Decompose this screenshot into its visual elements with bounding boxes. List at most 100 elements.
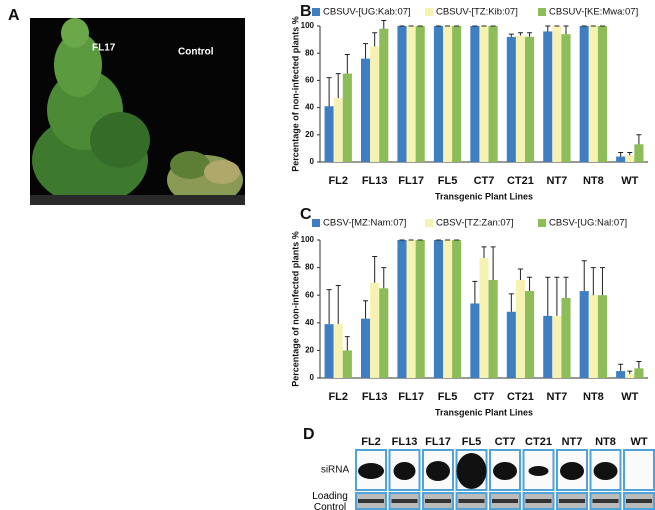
bar bbox=[333, 98, 343, 162]
blot-box bbox=[623, 449, 655, 491]
blot-band bbox=[593, 462, 618, 480]
y-tick-label: 40 bbox=[305, 318, 314, 327]
x-axis-title: Transgenic Plant Lines bbox=[435, 407, 533, 417]
blot-band bbox=[393, 462, 416, 480]
row-label: siRNA bbox=[321, 465, 350, 476]
error-bar bbox=[527, 32, 533, 37]
bar bbox=[543, 315, 553, 378]
loading-band bbox=[391, 499, 418, 503]
y-tick-label: 60 bbox=[305, 290, 314, 299]
error-bar bbox=[545, 25, 551, 32]
bar bbox=[479, 257, 489, 378]
error-bar bbox=[517, 32, 523, 36]
lane-label: CT21 bbox=[525, 436, 552, 448]
row-label: Loading Control bbox=[312, 491, 348, 510]
error-bar bbox=[590, 267, 596, 296]
y-tick-label: 100 bbox=[301, 235, 315, 244]
legend-label: CBSV-[MZ:Nam:07] bbox=[323, 218, 406, 229]
error-bar bbox=[599, 267, 605, 296]
bar bbox=[470, 303, 480, 378]
x-tick-label: FL17 bbox=[398, 175, 424, 187]
bar bbox=[506, 311, 516, 378]
y-tick-label: 0 bbox=[310, 373, 315, 382]
bar bbox=[379, 288, 389, 378]
lane-label: FL5 bbox=[462, 436, 482, 448]
error-bar bbox=[554, 276, 560, 316]
bar bbox=[634, 144, 644, 162]
loading-band bbox=[458, 499, 485, 503]
loading-band bbox=[425, 499, 451, 503]
legend-swatch bbox=[538, 219, 546, 227]
lane-label: FL13 bbox=[392, 436, 418, 448]
legend-label: CBSUV-[TZ:Kib:07] bbox=[436, 7, 518, 18]
error-bar bbox=[563, 25, 569, 35]
error-bar bbox=[636, 360, 642, 369]
bar bbox=[634, 368, 644, 378]
y-tick-label: 80 bbox=[305, 263, 314, 272]
y-axis-title: Percentage of non-infected plants % bbox=[290, 16, 300, 172]
bar bbox=[406, 26, 416, 162]
blot: FL2 FL13 FL17 FL5 CT7 CT21 NT7 NT8 WT siRNA bbox=[321, 436, 655, 510]
error-bar bbox=[381, 20, 387, 29]
blot-band bbox=[528, 466, 549, 476]
bar bbox=[561, 297, 571, 378]
bar bbox=[406, 240, 416, 378]
y-tick-label: 80 bbox=[305, 48, 314, 57]
bar bbox=[552, 26, 562, 162]
bar bbox=[625, 373, 635, 378]
bar bbox=[588, 26, 598, 162]
bar bbox=[552, 315, 562, 378]
legend-swatch bbox=[425, 8, 433, 16]
lane-label: CT7 bbox=[495, 436, 516, 448]
legend-swatch bbox=[425, 219, 433, 227]
error-bar bbox=[563, 276, 569, 298]
legend-swatch bbox=[312, 219, 320, 227]
lane-label: WT bbox=[630, 436, 647, 448]
bar bbox=[324, 324, 334, 378]
panel-label: C bbox=[300, 206, 312, 223]
blot-band bbox=[560, 462, 584, 480]
bar bbox=[506, 36, 516, 162]
error-bar bbox=[372, 32, 378, 47]
bar bbox=[342, 73, 352, 162]
bar bbox=[443, 240, 453, 378]
x-tick-label: FL13 bbox=[362, 391, 388, 403]
plant-photo: FL17 Control bbox=[30, 18, 245, 205]
x-tick-label: WT bbox=[621, 175, 638, 187]
bar bbox=[370, 282, 380, 378]
x-tick-label: CT21 bbox=[507, 175, 534, 187]
error-bar bbox=[508, 33, 514, 37]
bar bbox=[579, 291, 589, 378]
error-bar bbox=[490, 246, 496, 281]
error-bar bbox=[627, 370, 633, 374]
bar bbox=[625, 155, 635, 162]
error-bar bbox=[481, 246, 487, 258]
bar bbox=[515, 35, 525, 162]
x-tick-label: CT7 bbox=[474, 175, 495, 187]
error-bar bbox=[618, 363, 624, 372]
lane-label: NT7 bbox=[562, 436, 583, 448]
y-axis-title: Percentage of non-infected plants % bbox=[290, 231, 300, 387]
x-tick-label: FL2 bbox=[328, 175, 348, 187]
error-bar bbox=[335, 73, 341, 99]
photo-label: FL17 bbox=[92, 43, 116, 54]
y-tick-label: 0 bbox=[310, 157, 315, 166]
x-tick-label: WT bbox=[621, 391, 638, 403]
error-bar bbox=[344, 54, 350, 74]
bar bbox=[616, 156, 626, 162]
x-tick-label: NT8 bbox=[583, 391, 604, 403]
bar bbox=[488, 26, 498, 162]
error-bar bbox=[527, 276, 533, 292]
lane-label: NT8 bbox=[595, 436, 616, 448]
bar bbox=[379, 28, 389, 162]
bar bbox=[433, 240, 443, 378]
loading-band bbox=[492, 499, 518, 503]
legend-label: CBSV-[UG:Nal:07] bbox=[549, 218, 627, 229]
bar bbox=[415, 240, 425, 378]
bar bbox=[515, 280, 525, 378]
y-tick-label: 60 bbox=[305, 76, 314, 85]
loading-band bbox=[358, 499, 384, 503]
bar bbox=[616, 371, 626, 378]
bar bbox=[415, 26, 425, 162]
